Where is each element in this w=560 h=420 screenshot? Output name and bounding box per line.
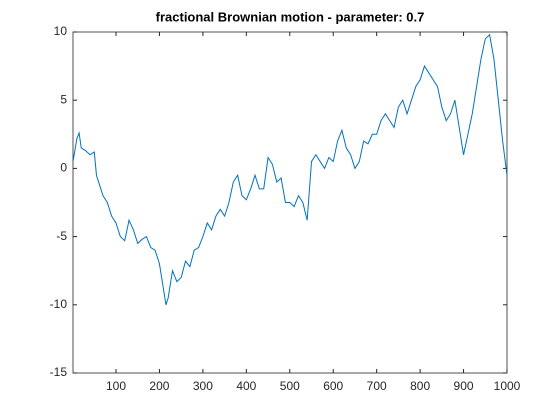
y-tick-label: -5 — [56, 229, 67, 243]
x-tick-label: 300 — [193, 379, 213, 393]
series-line — [72, 33, 508, 305]
x-tick-label: 500 — [280, 379, 300, 393]
x-tick-label: 800 — [410, 379, 430, 393]
x-tick-label: 600 — [323, 379, 343, 393]
x-tick-label: 200 — [149, 379, 169, 393]
y-tick-label: -15 — [50, 365, 68, 379]
chart-title: fractional Brownian motion - parameter: … — [156, 9, 425, 24]
y-tick-label: 10 — [54, 24, 68, 38]
y-tick-label: 5 — [60, 92, 67, 106]
y-tick-label: 0 — [60, 161, 67, 175]
x-tick-label: 100 — [106, 379, 126, 393]
y-tick-label: -10 — [50, 297, 68, 311]
x-tick-label: 400 — [236, 379, 256, 393]
x-tick-label: 1000 — [494, 379, 521, 393]
x-tick-label: 900 — [454, 379, 474, 393]
x-tick-label: 700 — [367, 379, 387, 393]
